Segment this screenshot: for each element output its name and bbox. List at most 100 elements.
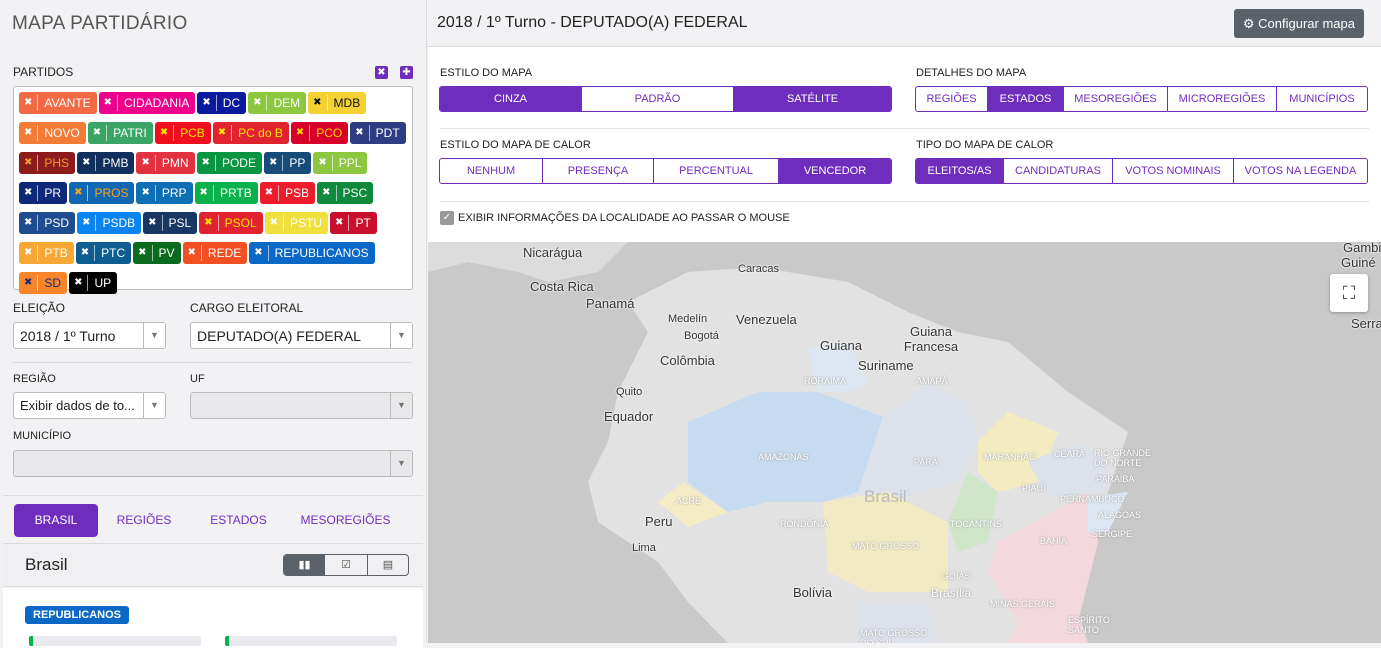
party-tag[interactable]: ✖ PSB <box>259 182 316 204</box>
add-party-icon[interactable]: ✚ <box>400 66 413 79</box>
party-tag[interactable]: ✖ MDB <box>308 92 367 114</box>
remove-icon[interactable]: ✖ <box>155 125 175 141</box>
remove-icon[interactable]: ✖ <box>99 95 119 111</box>
id-card-icon[interactable]: ▤ <box>382 559 394 571</box>
remove-icon[interactable]: ✖ <box>317 185 337 201</box>
remove-icon[interactable]: ✖ <box>248 95 268 111</box>
details-regioes[interactable]: REGIÕES <box>916 87 988 111</box>
party-tag[interactable]: ✖ DC <box>197 92 247 114</box>
type-votos-nominais[interactable]: VOTOS NOMINAIS <box>1113 159 1234 183</box>
map-view[interactable]: Nicarágua Costa Rica Panamá Caracas Vene… <box>428 242 1381 643</box>
type-eleitos[interactable]: ELEITOS/AS <box>916 159 1004 183</box>
remove-icon[interactable]: ✖ <box>76 245 96 261</box>
remove-icon[interactable]: ✖ <box>19 275 39 291</box>
party-tag[interactable]: ✖ REPUBLICANOS <box>249 242 375 264</box>
party-tag[interactable]: ✖ PODE <box>196 152 262 174</box>
party-tag[interactable]: ✖ AVANTE <box>19 92 97 114</box>
details-municipios[interactable]: MUNICÍPIOS <box>1289 93 1355 105</box>
remove-icon[interactable]: ✖ <box>264 155 284 171</box>
party-tag[interactable]: ✖ DEM <box>248 92 307 114</box>
party-tag[interactable]: ✖ PTB <box>19 242 74 264</box>
details-mesoregioes[interactable]: MESOREGIÕES <box>1064 87 1168 111</box>
remove-icon[interactable]: ✖ <box>213 125 233 141</box>
heat-presenca[interactable]: PRESENÇA <box>543 159 654 183</box>
remove-icon[interactable]: ✖ <box>77 215 97 231</box>
election-select[interactable]: 2018 / 1º Turno ▼ <box>13 322 166 349</box>
party-tag[interactable]: ✖ PTC <box>75 242 132 264</box>
remove-icon[interactable]: ✖ <box>265 215 285 231</box>
party-tag[interactable]: ✖ SD <box>19 272 68 294</box>
uf-select[interactable]: ▼ <box>190 392 413 419</box>
party-tag[interactable]: ✖ PSDB <box>77 212 142 234</box>
remove-icon[interactable]: ✖ <box>136 155 156 171</box>
party-tag[interactable]: ✖ PCB <box>154 122 211 144</box>
heat-percentual[interactable]: PERCENTUAL <box>654 159 779 183</box>
remove-icon[interactable]: ✖ <box>313 155 333 171</box>
map-style-satelite[interactable]: SATÉLITE <box>734 87 891 111</box>
type-votos-legenda[interactable]: VOTOS NA LEGENDA <box>1244 165 1357 177</box>
remove-icon[interactable]: ✖ <box>249 245 269 261</box>
party-tag[interactable]: ✖ PRTB <box>194 182 258 204</box>
party-tag[interactable]: ✖ PMB <box>77 152 135 174</box>
party-tag[interactable]: ✖ PT <box>330 212 377 234</box>
remove-icon[interactable]: ✖ <box>19 95 39 111</box>
remove-icon[interactable]: ✖ <box>195 185 214 201</box>
party-tag[interactable]: ✖ UP <box>69 272 118 294</box>
party-tag[interactable]: ✖ PSL <box>143 212 198 234</box>
region-select[interactable]: Exibir dados de to... ▼ <box>13 392 166 419</box>
party-tag[interactable]: ✖ PP <box>263 152 312 174</box>
remove-icon[interactable]: ✖ <box>19 245 39 261</box>
tab-mesoregioes[interactable]: MESOREGIÕES <box>300 513 391 527</box>
remove-icon[interactable]: ✖ <box>136 185 156 201</box>
hover-info-checkbox[interactable]: ✓ <box>440 211 454 225</box>
party-tag[interactable]: ✖ CIDADANIA <box>98 92 196 114</box>
heat-nenhum[interactable]: NENHUM <box>440 159 543 183</box>
remove-icon[interactable]: ✖ <box>69 275 89 291</box>
remove-icon[interactable]: ✖ <box>133 245 153 261</box>
remove-icon[interactable]: ✖ <box>330 215 350 231</box>
party-tag[interactable]: ✖ PSTU <box>264 212 329 234</box>
remove-icon[interactable]: ✖ <box>260 185 280 201</box>
configure-map-button[interactable]: ⚙ Configurar mapa <box>1233 9 1364 38</box>
party-tag[interactable]: ✖ PC do B <box>212 122 289 144</box>
party-tag[interactable]: ✖ NOVO <box>19 122 86 144</box>
candidates-view-icon[interactable]: ▮▮ <box>284 555 325 575</box>
remove-icon[interactable]: ✖ <box>19 185 39 201</box>
tab-estados[interactable]: ESTADOS <box>210 513 267 527</box>
remove-icon[interactable]: ✖ <box>19 155 39 171</box>
office-select[interactable]: DEPUTADO(A) FEDERAL ▼ <box>190 322 413 349</box>
tab-regioes[interactable]: REGIÕES <box>116 513 172 527</box>
party-tag[interactable]: ✖ PRP <box>136 182 193 204</box>
map-style-padrao[interactable]: PADRÃO <box>582 87 734 111</box>
party-tag[interactable]: ✖ PSD <box>19 212 76 234</box>
party-tag[interactable]: ✖ PCO <box>290 122 349 144</box>
party-tag[interactable]: ✖ PHS <box>19 152 76 174</box>
party-tag[interactable]: ✖ PATRI <box>87 122 153 144</box>
party-tag[interactable]: ✖ REDE <box>182 242 248 264</box>
remove-icon[interactable]: ✖ <box>308 95 328 111</box>
tab-brasil[interactable]: BRASIL <box>14 504 98 537</box>
remove-icon[interactable]: ✖ <box>199 215 219 231</box>
party-tag[interactable]: ✖ PV <box>133 242 181 264</box>
remove-icon[interactable]: ✖ <box>197 95 217 111</box>
party-tag[interactable]: ✖ PDT <box>350 122 406 144</box>
remove-icon[interactable]: ✖ <box>19 215 39 231</box>
party-tag[interactable]: ✖ PSC <box>317 182 374 204</box>
party-tag[interactable]: ✖ PSOL <box>199 212 263 234</box>
map-style-cinza[interactable]: CINZA <box>440 87 582 111</box>
municipality-select[interactable]: ▼ <box>13 450 413 477</box>
party-tag[interactable]: ✖ PPL <box>313 152 368 174</box>
party-tag[interactable]: ✖ PMN <box>136 152 195 174</box>
clear-parties-icon[interactable]: ✖ <box>375 66 388 79</box>
remove-icon[interactable]: ✖ <box>143 215 163 231</box>
details-microregioes[interactable]: MICROREGIÕES <box>1168 87 1277 111</box>
party-tag[interactable]: ✖ PROS <box>69 182 135 204</box>
remove-icon[interactable]: ✖ <box>77 155 97 171</box>
party-tag[interactable]: ✖ PR <box>19 182 68 204</box>
heat-vencedor[interactable]: VENCEDOR <box>779 159 891 183</box>
ballot-box-icon[interactable]: ☑ <box>325 555 368 575</box>
remove-icon[interactable]: ✖ <box>88 125 108 141</box>
details-estados[interactable]: ESTADOS <box>988 87 1064 111</box>
remove-icon[interactable]: ✖ <box>69 185 89 201</box>
remove-icon[interactable]: ✖ <box>183 245 202 261</box>
